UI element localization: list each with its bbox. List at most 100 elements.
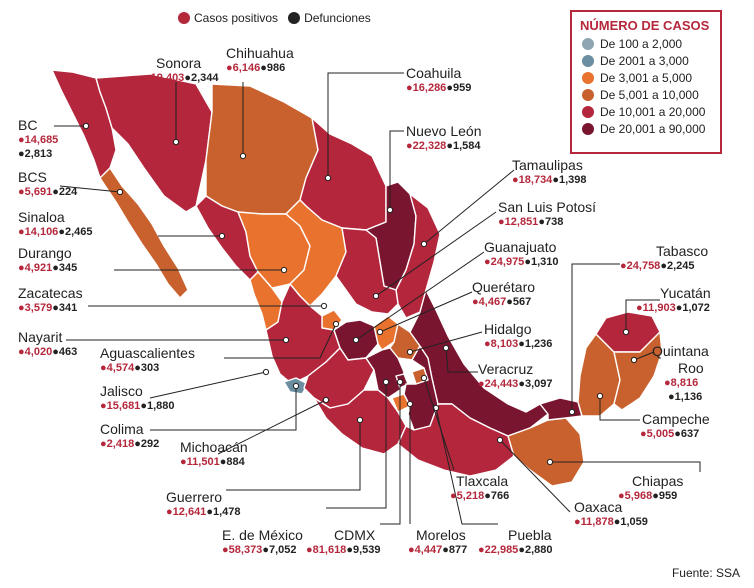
- label-bcs: BCS ●5,691●224: [18, 169, 78, 198]
- death-value: 1,072: [682, 302, 710, 314]
- legend-swatch: [582, 38, 594, 50]
- legend-item-label: De 20,001 a 90,000: [600, 122, 706, 136]
- death-value: 1,136: [674, 391, 703, 403]
- state-name: Jalisco: [100, 383, 143, 399]
- state-name: Chiapas: [632, 473, 684, 489]
- death-value: 738: [544, 216, 564, 228]
- state-name-line2: Roo: [678, 360, 704, 376]
- positive-value: 58,373: [228, 544, 263, 556]
- positive-value: 15,681: [106, 400, 141, 412]
- label-yucatan: Yucatán ●11,903●1,072: [636, 285, 711, 314]
- death-value: 2,245: [666, 260, 695, 272]
- death-value: 766: [490, 490, 510, 502]
- legend-item-label: De 2001 a 3,000: [600, 54, 689, 68]
- state-name: Veracruz: [478, 361, 534, 377]
- death-value: 345: [58, 262, 78, 274]
- label-nayarit: Nayarit ●4,020●463: [18, 329, 78, 358]
- legend-item: De 20,001 a 90,000: [582, 122, 720, 136]
- death-value: 292: [140, 438, 160, 450]
- state-name: Hidalgo: [484, 321, 532, 337]
- positive-value: 11,878: [580, 516, 614, 528]
- positive-value: 24,975: [490, 256, 525, 268]
- state-zacatecas: [285, 199, 347, 307]
- state-name: Tamaulipas: [512, 157, 583, 173]
- legend-item: De 2001 a 3,000: [582, 54, 720, 68]
- positive-value: 5,691: [24, 186, 53, 198]
- death-value: 3,097: [524, 378, 553, 390]
- state-name: Chihuahua: [226, 45, 294, 61]
- legend-item-label: De 10,001 a 20,000: [600, 105, 706, 119]
- positive-value: 11,501: [186, 456, 220, 468]
- positive-value: 24,443: [484, 378, 519, 390]
- state-name-line1: Quintana: [652, 343, 709, 359]
- death-value: 986: [266, 62, 286, 74]
- death-value: 224: [58, 186, 78, 198]
- state-name: Colima: [100, 421, 144, 437]
- state-quintana-roo: [613, 331, 663, 411]
- positive-value: 2,418: [106, 438, 135, 450]
- death-value: 1,584: [452, 140, 481, 152]
- state-jalisco: [265, 283, 341, 385]
- death-value: 2,880: [524, 544, 553, 556]
- state-name: Guerrero: [166, 489, 223, 505]
- positive-value: 24,758: [626, 260, 661, 272]
- positive-value: 4,467: [478, 296, 507, 308]
- positive-value: 4,574: [106, 362, 135, 374]
- label-aguascalientes: Aguascalientes ●4,574●303: [100, 345, 195, 374]
- state-name: Zacatecas: [18, 285, 83, 301]
- positive-value: 5,968: [624, 490, 653, 502]
- state-name: Querétaro: [472, 279, 536, 295]
- cases-legend: NÚMERO DE CASOS De 100 a 2,000 De 2001 a…: [570, 10, 722, 154]
- death-value: 9,539: [352, 544, 381, 556]
- state-name: Sinaloa: [18, 209, 65, 225]
- death-value: 2,344: [190, 72, 219, 84]
- state-name: Puebla: [508, 527, 552, 543]
- label-quintana-roo: Quintana Roo ●8,816 ●1,136: [652, 343, 709, 403]
- label-bc: BC ●14,685 ●2,813: [18, 117, 59, 160]
- state-name: Guanajuato: [484, 239, 557, 255]
- legend-swatch: [582, 89, 594, 101]
- death-value: 959: [452, 82, 472, 94]
- state-sonora: [95, 73, 213, 213]
- label-oaxaca: Oaxaca ●11,878●1,059: [574, 499, 648, 528]
- label-edomex: E. de México ●58,373●7,052: [222, 527, 303, 556]
- label-durango: Durango ●4,921●345: [18, 245, 78, 274]
- legend-swatch: [582, 72, 594, 84]
- state-name: E. de México: [222, 527, 303, 543]
- state-michoacan: [303, 347, 375, 409]
- state-name: San Luis Potosí: [498, 199, 597, 215]
- series-legend: Casos positivos Defunciones: [178, 11, 371, 25]
- label-nuevo-leon: Nuevo León ●22,328●1,584: [406, 123, 482, 152]
- death-value: 303: [140, 362, 160, 374]
- label-cdmx: CDMX ●81,618●9,539: [306, 527, 381, 556]
- source-note: Fuente: SSA: [671, 566, 740, 580]
- death-value: 341: [58, 302, 78, 314]
- legend-item-label: De 5,001 a 10,000: [600, 88, 699, 102]
- death-value: 7,052: [268, 544, 297, 556]
- label-tlaxcala: Tlaxcala ●5,218●766: [450, 473, 510, 502]
- label-morelos: Morelos ●4,447●877: [408, 527, 468, 556]
- legend-item: De 10,001 a 20,000: [582, 105, 720, 119]
- state-name: Nayarit: [18, 329, 63, 345]
- legend-item-label: De 100 a 2,000: [600, 37, 683, 51]
- positive-value: 5,218: [456, 490, 485, 502]
- positive-value: 8,103: [490, 338, 519, 350]
- positive-value: 12,641: [172, 506, 207, 518]
- legend-item: De 5,001 a 10,000: [582, 88, 720, 102]
- death-swatch: [288, 12, 301, 24]
- state-name: Michoacán: [180, 439, 248, 455]
- state-tabasco: [539, 397, 583, 421]
- state-name: BC: [18, 117, 38, 133]
- label-queretaro: Querétaro ●4,467●567: [472, 279, 536, 308]
- positive-value: 14,685: [24, 134, 59, 146]
- label-coahuila: Coahuila ●16,286●959: [406, 65, 472, 94]
- positive-value: 81,618: [312, 544, 347, 556]
- label-guanajuato: Guanajuato ●24,975●1,310: [484, 239, 559, 268]
- label-zacatecas: Zacatecas ●3,579●341: [18, 285, 83, 314]
- label-jalisco: Jalisco ●15,681●1,880: [100, 383, 175, 412]
- state-name: Tabasco: [656, 243, 709, 259]
- state-name: BCS: [18, 169, 47, 185]
- legend-title: NÚMERO DE CASOS: [580, 18, 710, 33]
- positive-value: 16,286: [412, 82, 447, 94]
- label-tabasco: Tabasco ●24,758●2,245: [620, 243, 709, 272]
